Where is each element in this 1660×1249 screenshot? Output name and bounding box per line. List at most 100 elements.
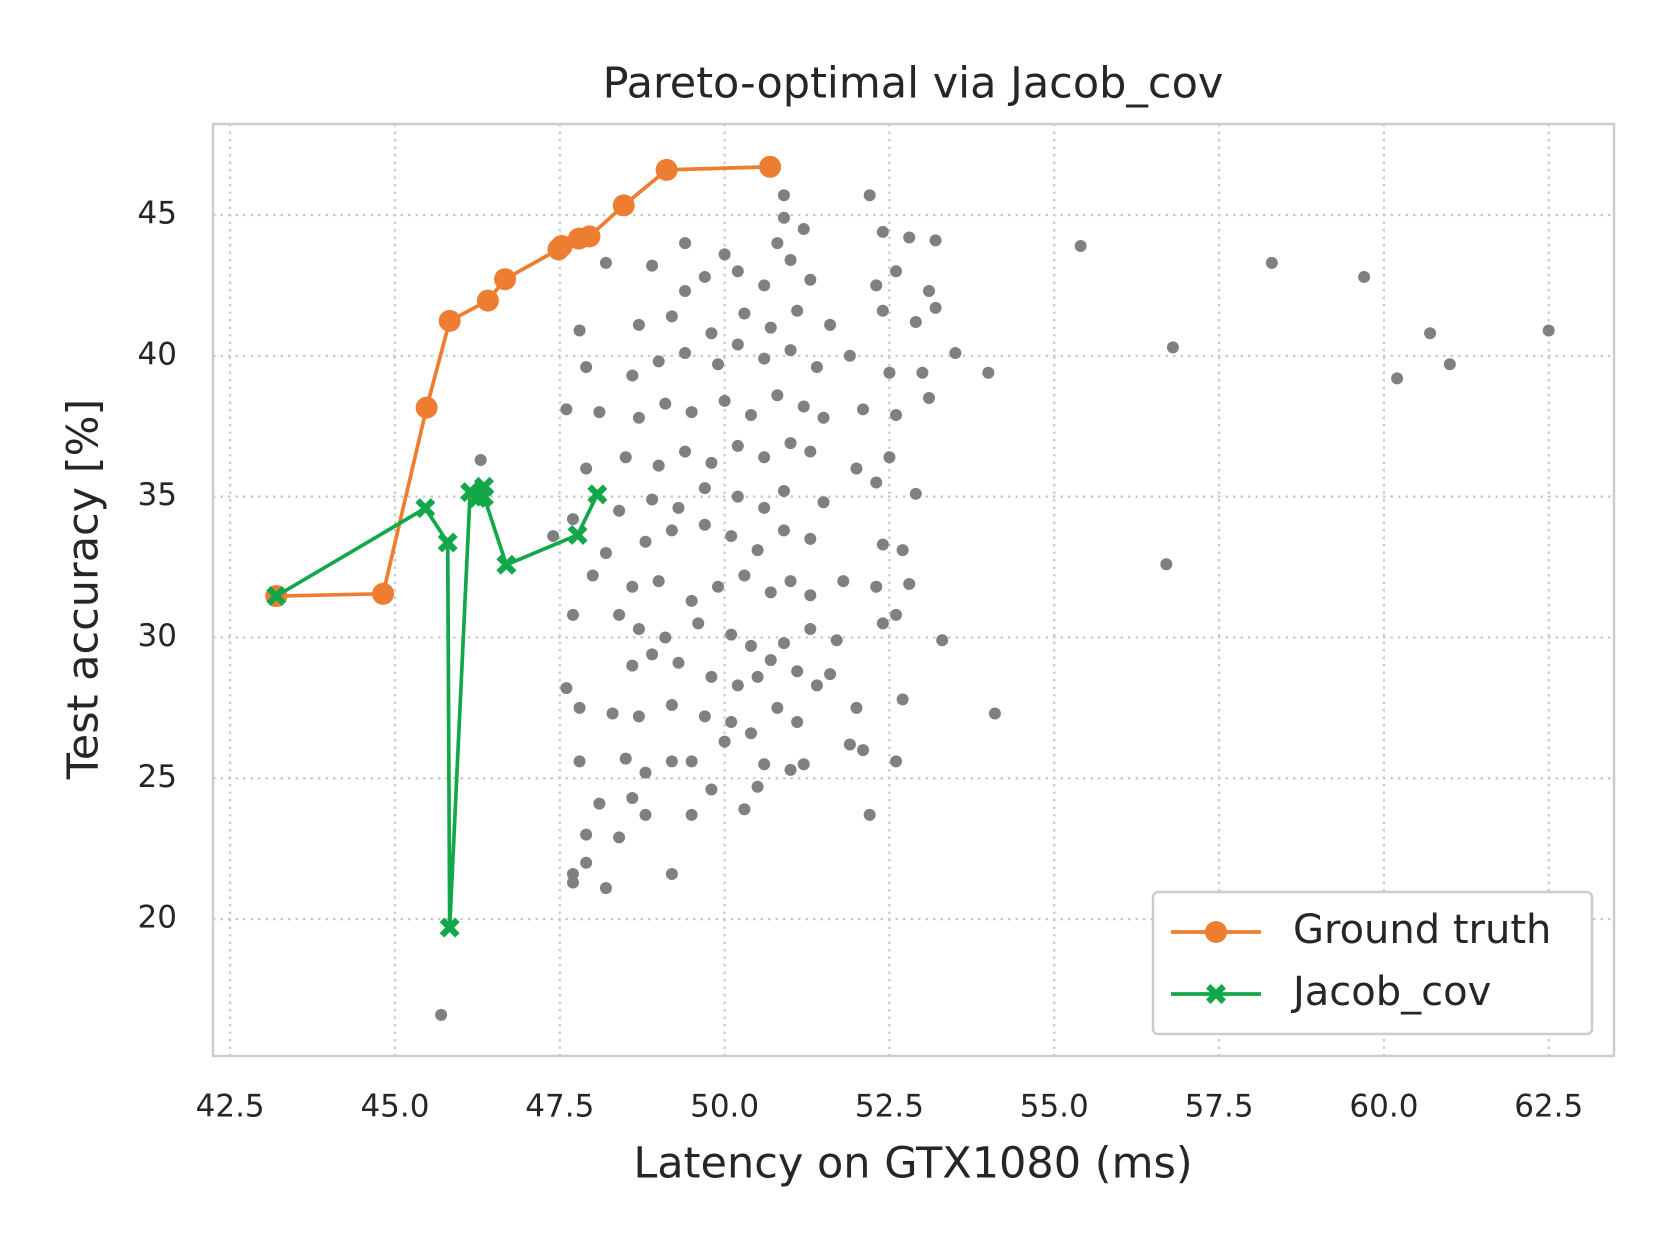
point xyxy=(949,346,962,359)
point xyxy=(863,808,876,821)
point xyxy=(567,524,588,545)
y-tick-label: 40 xyxy=(138,336,177,372)
point xyxy=(679,237,692,250)
point xyxy=(784,437,797,450)
point xyxy=(372,582,395,605)
legend-marker xyxy=(1205,921,1227,943)
point xyxy=(632,710,645,723)
point xyxy=(705,783,718,796)
point xyxy=(1074,239,1087,252)
point xyxy=(804,273,817,286)
x-tick-label: 57.5 xyxy=(1185,1089,1254,1125)
point xyxy=(547,530,560,543)
point xyxy=(929,234,942,247)
point xyxy=(830,634,843,647)
point xyxy=(857,744,870,757)
point xyxy=(876,617,889,630)
x-tick-label: 50.0 xyxy=(690,1089,759,1125)
point xyxy=(550,234,573,257)
point xyxy=(580,361,593,374)
point xyxy=(988,707,1001,720)
point xyxy=(797,223,810,236)
point xyxy=(731,439,744,452)
chart-title: Pareto-optimal via Jacob_cov xyxy=(603,59,1224,109)
point xyxy=(560,403,573,416)
point xyxy=(731,338,744,351)
point xyxy=(759,155,782,178)
point xyxy=(626,659,639,672)
point xyxy=(870,279,883,292)
point xyxy=(646,648,659,661)
point xyxy=(718,735,731,748)
point xyxy=(652,355,665,368)
point xyxy=(909,316,922,329)
point xyxy=(797,400,810,413)
point xyxy=(626,369,639,382)
point xyxy=(698,710,711,723)
point xyxy=(712,358,725,371)
point xyxy=(804,623,817,636)
point xyxy=(810,361,823,374)
point xyxy=(777,637,790,650)
point xyxy=(922,392,935,405)
point xyxy=(685,406,698,419)
point xyxy=(652,575,665,588)
point xyxy=(659,397,672,410)
point xyxy=(473,486,494,507)
point xyxy=(857,403,870,416)
point xyxy=(1358,270,1371,283)
point xyxy=(744,639,757,652)
series-line xyxy=(275,484,600,930)
series-line xyxy=(276,164,771,598)
point xyxy=(890,265,903,278)
point xyxy=(639,808,652,821)
x-tick-label: 55.0 xyxy=(1020,1089,1089,1125)
point xyxy=(916,366,929,379)
point xyxy=(890,755,903,768)
point xyxy=(266,586,287,607)
point xyxy=(705,327,718,340)
point xyxy=(764,586,777,599)
x-tick-label: 45.0 xyxy=(360,1089,429,1125)
point xyxy=(665,524,678,537)
point xyxy=(698,270,711,283)
point xyxy=(758,451,771,464)
point xyxy=(593,406,606,419)
point xyxy=(817,496,830,509)
point xyxy=(566,876,579,889)
point xyxy=(850,462,863,475)
point xyxy=(626,580,639,593)
point xyxy=(1391,372,1404,385)
point xyxy=(573,324,586,337)
point xyxy=(1424,327,1437,340)
point xyxy=(685,808,698,821)
point xyxy=(876,538,889,551)
point xyxy=(810,679,823,692)
point xyxy=(573,701,586,714)
point xyxy=(777,211,790,224)
point xyxy=(665,699,678,712)
point xyxy=(744,727,757,740)
point xyxy=(751,670,764,683)
point xyxy=(731,679,744,692)
point xyxy=(415,498,436,519)
point xyxy=(843,738,856,751)
point xyxy=(659,631,672,644)
y-tick-label: 25 xyxy=(138,759,177,795)
point xyxy=(613,608,626,621)
point xyxy=(685,755,698,768)
point xyxy=(797,758,810,771)
point xyxy=(435,1008,448,1021)
point xyxy=(764,321,777,334)
point xyxy=(632,318,645,331)
point xyxy=(876,304,889,317)
point xyxy=(791,665,804,678)
point xyxy=(1443,358,1456,371)
point xyxy=(566,513,579,526)
point xyxy=(566,608,579,621)
legend-marker xyxy=(1206,984,1226,1004)
point xyxy=(437,532,458,553)
point xyxy=(606,707,619,720)
point xyxy=(474,454,487,467)
